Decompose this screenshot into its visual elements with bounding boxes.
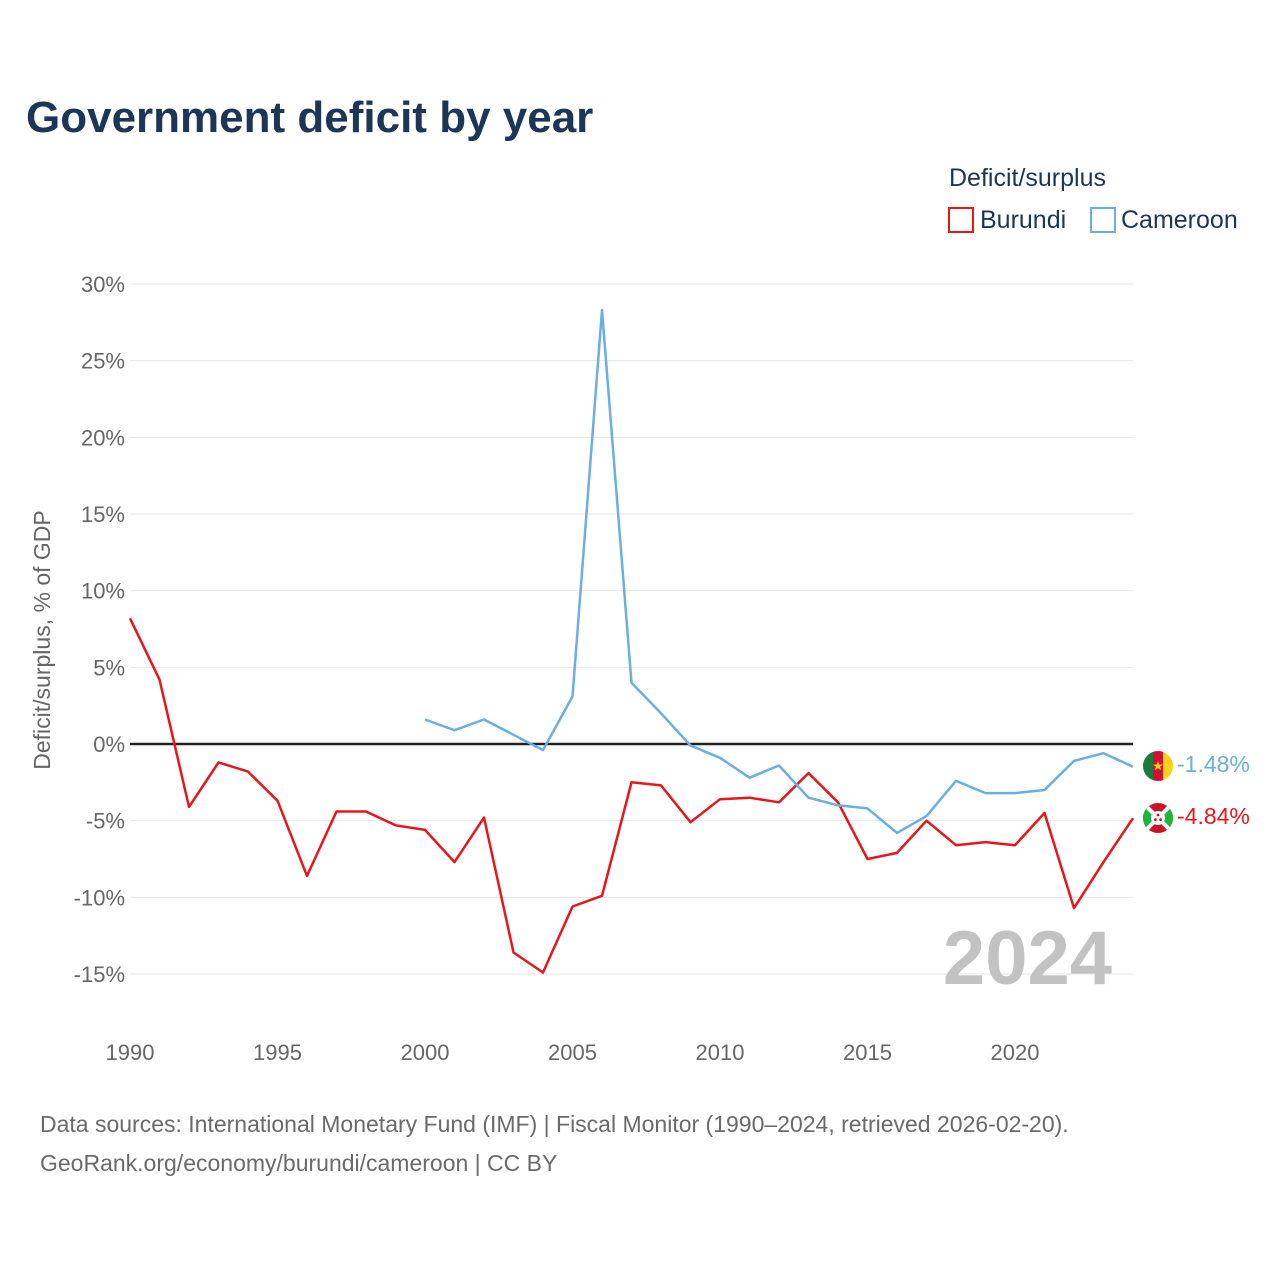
legend-swatch-cameroon — [1090, 207, 1116, 233]
source-line-1: Data sources: International Monetary Fun… — [40, 1111, 1069, 1137]
y-tick-label: -10% — [74, 885, 125, 910]
y-tick-label: 30% — [81, 272, 125, 297]
year-watermark: 2024 — [943, 916, 1112, 1001]
y-tick-label: 0% — [93, 732, 125, 757]
x-tick-label: 2005 — [548, 1040, 597, 1065]
burundi-flag-icon — [1143, 803, 1173, 833]
x-tick-label: 1990 — [106, 1040, 155, 1065]
y-tick-label: -5% — [86, 809, 125, 834]
y-ticks: 30% 25% 20% 15% 10% 5% 0% -5% -10% -15% — [74, 272, 125, 987]
legend-label-cameroon: Cameroon — [1121, 206, 1238, 234]
y-tick-label: 5% — [93, 655, 125, 680]
cameroon-flag-icon — [1143, 751, 1173, 781]
legend-label-burundi: Burundi — [980, 206, 1066, 234]
end-label-cameroon: -1.48% — [1177, 751, 1250, 777]
legend-title: Deficit/surplus — [949, 164, 1106, 192]
y-tick-label: 25% — [81, 349, 125, 374]
series-line-cameroon — [424, 308, 1134, 835]
y-tick-label: 20% — [81, 425, 125, 450]
source-line-2: GeoRank.org/economy/burundi/cameroon | C… — [40, 1150, 557, 1176]
y-axis-label: Deficit/surplus, % of GDP — [29, 510, 55, 769]
x-tick-label: 2015 — [843, 1040, 892, 1065]
series-line-burundi — [128, 617, 1135, 974]
legend: Burundi Cameroon — [948, 206, 1238, 234]
x-tick-label: 1995 — [253, 1040, 302, 1065]
y-tick-label: 15% — [81, 502, 125, 527]
x-tick-label: 2020 — [991, 1040, 1040, 1065]
end-label-burundi: -4.84% — [1177, 803, 1250, 829]
x-tick-label: 2000 — [401, 1040, 450, 1065]
x-tick-label: 2010 — [696, 1040, 745, 1065]
gridlines — [130, 283, 1133, 975]
series — [128, 308, 1135, 974]
chart-title: Government deficit by year — [26, 93, 593, 142]
legend-swatch-burundi — [948, 207, 974, 233]
y-tick-label: 10% — [81, 579, 125, 604]
x-ticks: 1990 1995 2000 2005 2010 2015 2020 — [106, 1040, 1040, 1065]
y-tick-label: -15% — [74, 962, 125, 987]
